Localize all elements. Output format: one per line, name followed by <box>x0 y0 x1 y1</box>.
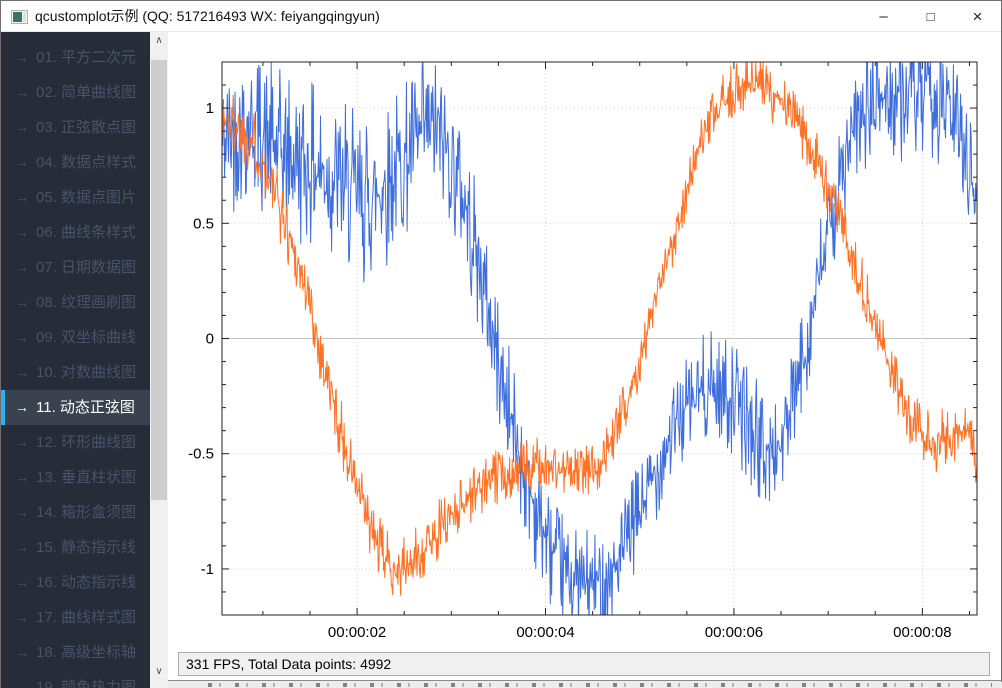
arrow-icon: → <box>15 294 29 310</box>
arrow-icon: → <box>15 644 29 660</box>
sidebar-item-label: 06. 曲线条样式 <box>36 224 137 241</box>
sidebar-item-17[interactable]: → 17. 曲线样式图 <box>1 600 150 635</box>
close-button[interactable]: × <box>972 7 983 26</box>
arrow-icon: → <box>15 434 29 450</box>
svg-text:00:00:06: 00:00:06 <box>705 624 763 641</box>
sidebar-item-label: 05. 数据点图片 <box>36 189 137 206</box>
svg-text:0.5: 0.5 <box>193 215 214 232</box>
arrow-icon: → <box>15 154 29 170</box>
sidebar-item-19[interactable]: → 19. 颜色热力图 <box>1 670 150 688</box>
arrow-icon: → <box>15 609 29 625</box>
sidebar-item-label: 14. 箱形盒须图 <box>36 504 137 521</box>
sidebar-item-14[interactable]: → 14. 箱形盒须图 <box>1 495 150 530</box>
svg-text:00:00:02: 00:00:02 <box>328 624 386 641</box>
sidebar-item-06[interactable]: → 06. 曲线条样式 <box>1 215 150 250</box>
sidebar-item-label: 09. 双坐标曲线 <box>36 329 137 346</box>
sidebar-item-05[interactable]: → 05. 数据点图片 <box>1 180 150 215</box>
background-window-sliver <box>168 682 1002 688</box>
svg-text:-1: -1 <box>201 561 214 578</box>
minimize-button[interactable]: – <box>879 8 888 25</box>
scrollbar-handle[interactable] <box>151 60 167 500</box>
sidebar: → 01. 平方二次元 → 02. 简单曲线图 → 03. 正弦散点图 → 04. 数据点样式… <box>1 32 150 688</box>
arrow-icon: → <box>15 504 29 520</box>
plot-area: 1 0.5 0 -0.5 -1 00:00:02 00:00:04 00:00:06 00:00… <box>168 32 1001 681</box>
sidebar-item-label: 01. 平方二次元 <box>36 49 137 66</box>
status-bar: 331 FPS, Total Data points: 4992 <box>178 652 990 676</box>
sidebar-item-label: 11. 动态正弦图 <box>36 399 135 416</box>
arrow-icon: → <box>15 189 29 205</box>
sidebar-item-13[interactable]: → 13. 垂直柱状图 <box>1 460 150 495</box>
sidebar-item-04[interactable]: → 04. 数据点样式 <box>1 145 150 180</box>
sidebar-item-16[interactable]: → 16. 动态指示线 <box>1 565 150 600</box>
sidebar-scrollbar[interactable]: ∧ ∨ <box>150 32 168 688</box>
sidebar-item-label: 10. 对数曲线图 <box>36 364 137 381</box>
svg-text:0: 0 <box>206 331 214 348</box>
sidebar-item-09[interactable]: → 09. 双坐标曲线 <box>1 320 150 355</box>
sidebar-item-label: 15. 静态指示线 <box>36 539 137 556</box>
sidebar-item-label: 17. 曲线样式图 <box>36 609 137 626</box>
sidebar-item-label: 19. 颜色热力图 <box>36 679 137 688</box>
sidebar-item-label: 16. 动态指示线 <box>36 574 137 591</box>
sidebar-item-18[interactable]: → 18. 高级坐标轴 <box>1 635 150 670</box>
svg-text:-0.5: -0.5 <box>188 446 214 463</box>
sidebar-item-11[interactable]: → 11. 动态正弦图 <box>1 390 150 425</box>
sidebar-item-label: 02. 简单曲线图 <box>36 84 137 101</box>
window-title: qcustomplot示例 (QQ: 517216493 WX: feiyang… <box>35 8 380 24</box>
sidebar-item-label: 12. 环形曲线图 <box>36 434 137 451</box>
arrow-icon: → <box>15 399 29 415</box>
sidebar-item-02[interactable]: → 02. 简单曲线图 <box>1 75 150 110</box>
sidebar-item-label: 07. 日期数据图 <box>36 259 137 276</box>
arrow-icon: → <box>15 539 29 555</box>
scroll-up-icon[interactable]: ∧ <box>155 35 163 46</box>
sidebar-item-07[interactable]: → 07. 日期数据图 <box>1 250 150 285</box>
sidebar-item-label: 13. 垂直柱状图 <box>36 469 137 486</box>
arrow-icon: → <box>15 224 29 240</box>
arrow-icon: → <box>15 679 29 688</box>
arrow-icon: → <box>15 84 29 100</box>
title-bar: qcustomplot示例 (QQ: 517216493 WX: feiyang… <box>1 1 1001 32</box>
app-icon <box>11 10 28 24</box>
arrow-icon: → <box>15 49 29 65</box>
arrow-icon: → <box>15 259 29 275</box>
sidebar-item-08[interactable]: → 08. 纹理画刷图 <box>1 285 150 320</box>
svg-text:00:00:08: 00:00:08 <box>893 624 951 641</box>
svg-text:1: 1 <box>206 100 214 117</box>
svg-text:00:00:04: 00:00:04 <box>516 624 574 641</box>
sidebar-item-12[interactable]: → 12. 环形曲线图 <box>1 425 150 460</box>
sidebar-item-label: 08. 纹理画刷图 <box>36 294 137 311</box>
sidebar-item-15[interactable]: → 15. 静态指示线 <box>1 530 150 565</box>
sidebar-item-label: 03. 正弦散点图 <box>36 119 137 136</box>
sidebar-item-label: 18. 高级坐标轴 <box>36 644 137 661</box>
sidebar-item-01[interactable]: → 01. 平方二次元 <box>1 40 150 75</box>
sidebar-item-label: 04. 数据点样式 <box>36 154 137 171</box>
arrow-icon: → <box>15 364 29 380</box>
plot-canvas[interactable]: 1 0.5 0 -0.5 -1 00:00:02 00:00:04 00:00:06 00:00… <box>168 32 1001 681</box>
arrow-icon: → <box>15 329 29 345</box>
arrow-icon: → <box>15 469 29 485</box>
scroll-down-icon[interactable]: ∨ <box>155 666 163 677</box>
sidebar-item-10[interactable]: → 10. 对数曲线图 <box>1 355 150 390</box>
arrow-icon: → <box>15 574 29 590</box>
sidebar-item-03[interactable]: → 03. 正弦散点图 <box>1 110 150 145</box>
arrow-icon: → <box>15 119 29 135</box>
maximize-button[interactable]: □ <box>926 9 935 24</box>
